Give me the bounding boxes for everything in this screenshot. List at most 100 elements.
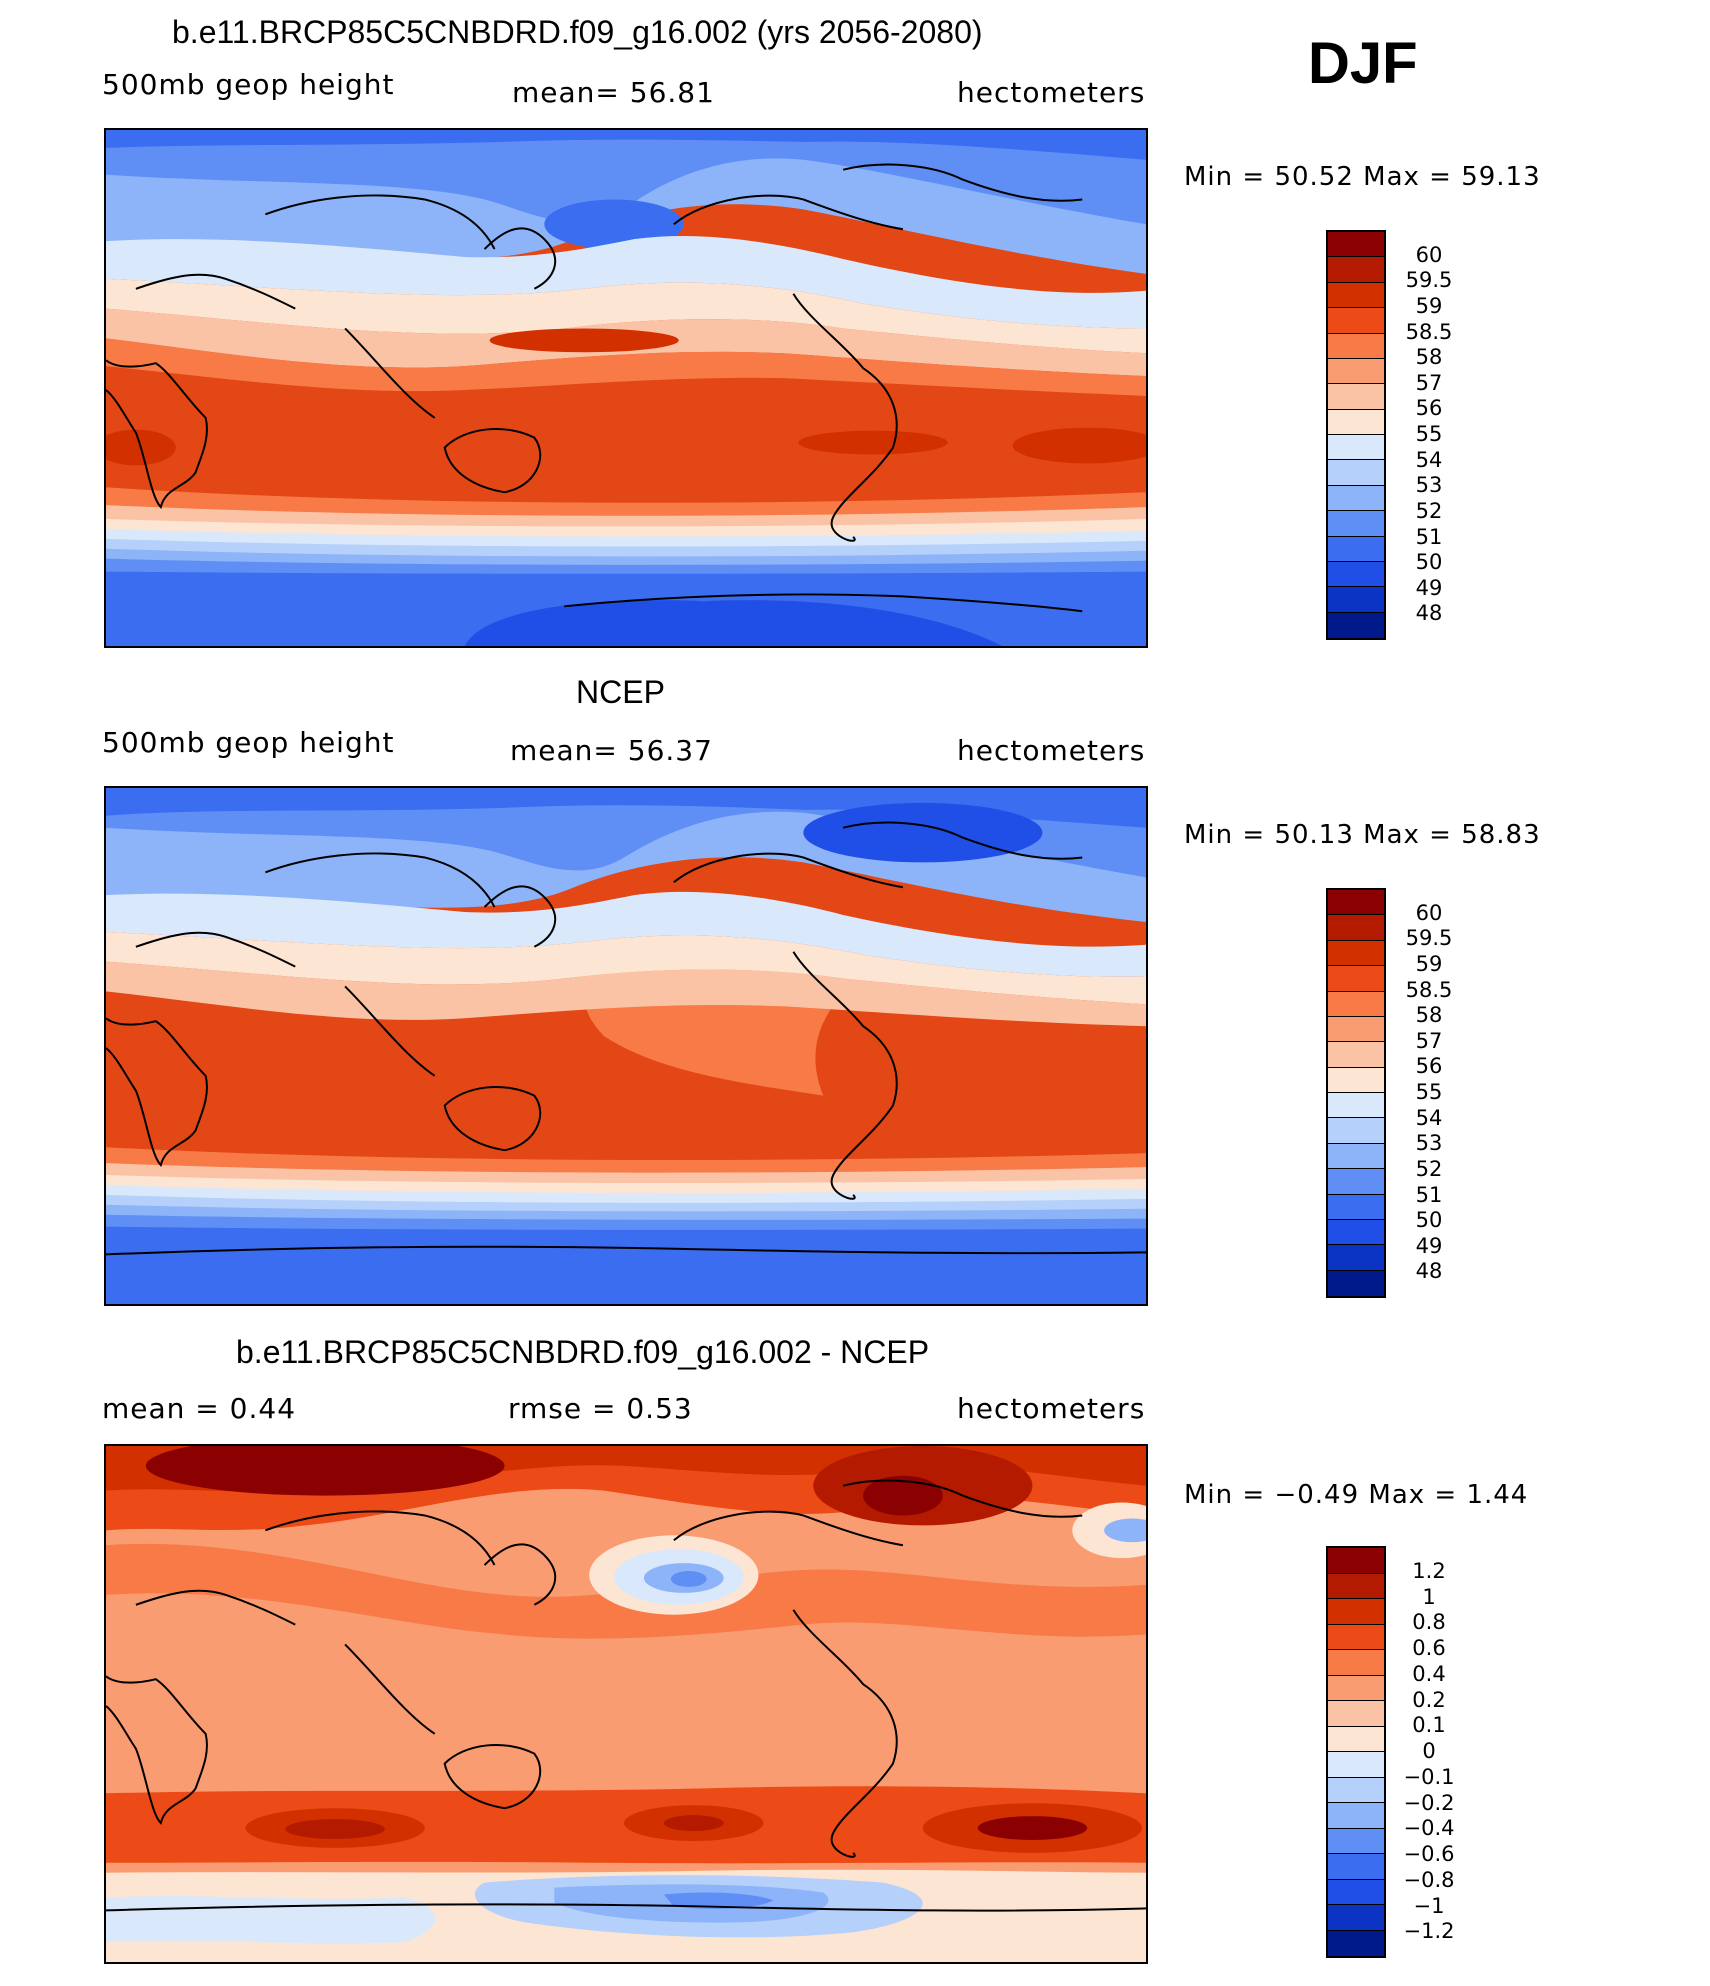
season-label: DJF [1308, 31, 1418, 96]
colorbar-swatch [1328, 435, 1384, 461]
colorbar-tick-label: 0.1 [1412, 1713, 1446, 1738]
colorbar-swatch [1328, 1854, 1384, 1880]
colorbar-swatch [1328, 1828, 1384, 1854]
colorbar-tick-label: 59.5 [1405, 926, 1453, 951]
colorbar-swatch [1328, 1905, 1384, 1931]
colorbar-swatch [1328, 966, 1384, 992]
colorbar-tick-label: 0.8 [1412, 1610, 1446, 1635]
colorbar-swatch [1328, 409, 1384, 435]
colorbar-tick-label: 57 [1415, 1028, 1443, 1053]
colorbar-swatch [1328, 1118, 1384, 1144]
colorbar-tick-label: 52 [1415, 498, 1443, 523]
panel-1-title: b.e11.BRCP85C5CNBDRD.f09_g16.002 (yrs 20… [172, 14, 983, 50]
panel-1-minmax: Min = 50.52 Max = 59.13 [1184, 162, 1541, 192]
colorbar-swatch [1328, 1194, 1384, 1220]
colorbar-swatch [1328, 1701, 1384, 1727]
colorbar-swatch [1328, 511, 1384, 537]
colorbar-tick-label: 54 [1415, 447, 1443, 472]
panel-2-colorbar [1326, 888, 1386, 1298]
panel-3-minmax: Min = −0.49 Max = 1.44 [1184, 1480, 1529, 1510]
colorbar-swatch [1328, 257, 1384, 283]
panel-1-map [104, 128, 1148, 648]
colorbar-swatch [1328, 1650, 1384, 1676]
colorbar-swatch [1328, 1093, 1384, 1119]
panel-3-rmse: rmse = 0.53 [508, 1392, 693, 1425]
colorbar-swatch [1328, 1803, 1384, 1829]
colorbar-tick-label: 54 [1415, 1105, 1443, 1130]
colorbar-swatch [1328, 612, 1384, 638]
colorbar-tick-label: 0.4 [1412, 1661, 1446, 1686]
colorbar-swatch [1328, 358, 1384, 385]
colorbar-tick-label: 58 [1415, 1003, 1443, 1028]
colorbar-tick-label: −0.8 [1403, 1867, 1455, 1892]
panel-3-map [104, 1444, 1148, 1964]
colorbar-tick-label: 49 [1415, 575, 1443, 600]
panel-1-units: hectometers [957, 76, 1146, 109]
colorbar-tick-label: 60 [1415, 900, 1443, 925]
colorbar-swatch [1328, 308, 1384, 334]
colorbar-swatch [1328, 1726, 1384, 1752]
colorbar-tick-label: 59.5 [1405, 268, 1453, 293]
panel-2-minmax: Min = 50.13 Max = 58.83 [1184, 820, 1541, 850]
colorbar-tick-label: 0.2 [1412, 1687, 1446, 1712]
panel-1-colorbar [1326, 230, 1386, 640]
colorbar-tick-label: −1 [1413, 1893, 1445, 1918]
colorbar-swatch [1328, 1270, 1384, 1296]
colorbar-swatch [1328, 1599, 1384, 1625]
colorbar-tick-label: 1.2 [1412, 1558, 1446, 1583]
panel-2-mean: mean= 56.37 [510, 734, 713, 767]
panel-3-mean: mean = 0.44 [102, 1392, 297, 1425]
colorbar-tick-label: 53 [1415, 473, 1443, 498]
panel-2-field-label: 500mb geop height [102, 726, 395, 759]
panel-1-field-label: 500mb geop height [102, 68, 395, 101]
colorbar-tick-label: 55 [1415, 1080, 1443, 1104]
colorbar-tick-label: 58 [1415, 345, 1443, 370]
panel-3-title: b.e11.BRCP85C5CNBDRD.f09_g16.002 - NCEP [236, 1334, 930, 1370]
panel-2-map [104, 786, 1148, 1306]
colorbar-tick-label: 58.5 [1405, 977, 1453, 1002]
panel-3-colorbar [1326, 1546, 1386, 1958]
colorbar-swatch [1328, 1548, 1384, 1574]
colorbar-swatch [1328, 1777, 1384, 1803]
panel-2-title: NCEP [576, 674, 665, 710]
colorbar-tick-label: 51 [1415, 1182, 1443, 1207]
colorbar-swatch [1328, 587, 1384, 613]
colorbar-tick-label: 50 [1415, 550, 1443, 575]
colorbar-tick-label: 0 [1422, 1739, 1436, 1763]
colorbar-swatch [1328, 1675, 1384, 1701]
colorbar-swatch [1328, 1169, 1384, 1195]
colorbar-swatch [1328, 991, 1384, 1017]
colorbar-tick-label: 49 [1415, 1233, 1443, 1258]
colorbar-swatch [1328, 1042, 1384, 1068]
colorbar-swatch [1328, 1219, 1384, 1246]
colorbar-tick-label: 48 [1415, 1259, 1443, 1284]
colorbar-swatch [1328, 232, 1384, 258]
colorbar-tick-label: 58.5 [1405, 319, 1453, 344]
colorbar-tick-label: 56 [1415, 1054, 1443, 1079]
colorbar-tick-label: 50 [1415, 1208, 1443, 1233]
colorbar-tick-label: 1 [1422, 1584, 1436, 1609]
panel-2-units: hectometers [957, 734, 1146, 767]
colorbar-tick-label: 52 [1415, 1156, 1443, 1181]
colorbar-swatch [1328, 1143, 1384, 1170]
colorbar-swatch [1328, 1245, 1384, 1271]
colorbar-swatch [1328, 384, 1384, 410]
colorbar-swatch [1328, 460, 1384, 486]
colorbar-swatch [1328, 1016, 1384, 1043]
colorbar-swatch [1328, 333, 1384, 359]
colorbar-swatch [1328, 940, 1384, 967]
colorbar-tick-label: 0.6 [1412, 1636, 1446, 1660]
colorbar-tick-label: −0.4 [1403, 1816, 1455, 1841]
colorbar-swatch [1328, 536, 1384, 562]
colorbar-tick-label: 56 [1415, 396, 1443, 421]
colorbar-swatch [1328, 1930, 1384, 1956]
colorbar-tick-label: −0.2 [1403, 1790, 1455, 1815]
colorbar-tick-label: −0.1 [1403, 1764, 1455, 1789]
colorbar-tick-label: 53 [1415, 1131, 1443, 1156]
colorbar-swatch [1328, 485, 1384, 512]
colorbar-tick-label: 48 [1415, 601, 1443, 626]
colorbar-swatch [1328, 282, 1384, 309]
panel-1-mean: mean= 56.81 [512, 76, 715, 109]
colorbar-tick-label: 51 [1415, 524, 1443, 549]
colorbar-swatch [1328, 561, 1384, 588]
